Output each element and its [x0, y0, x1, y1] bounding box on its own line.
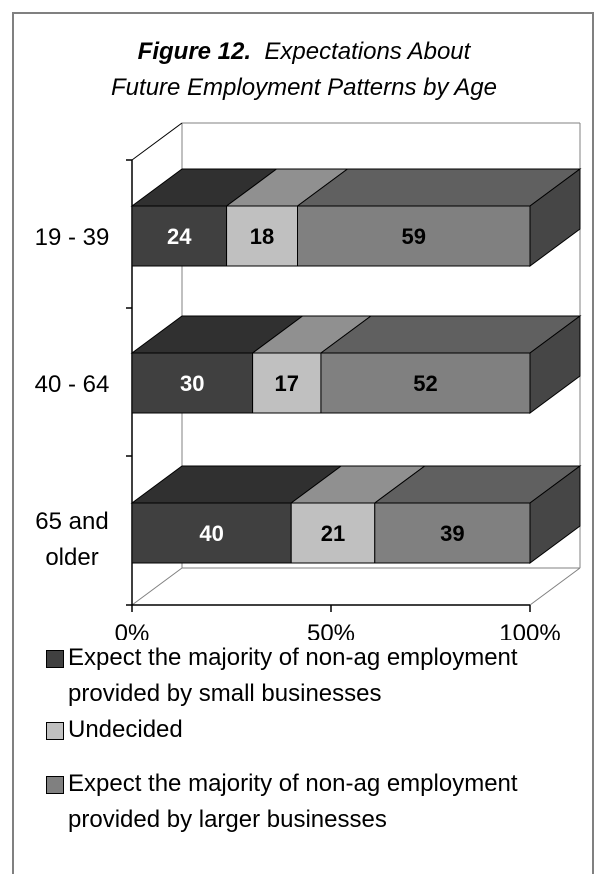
bar-segment — [374, 502, 531, 564]
category-label: older — [45, 544, 98, 571]
bar-segment — [290, 502, 376, 564]
bar-value-label: 39 — [440, 521, 464, 546]
floor-left-edge — [131, 567, 183, 606]
x-tick-label: 50% — [307, 620, 355, 640]
bar-side-face — [529, 168, 581, 267]
bar-value-label: 52 — [413, 371, 437, 396]
bar-segment — [131, 205, 228, 267]
legend-label: Expect the majority of non-ag employment… — [68, 644, 518, 707]
bar-value-label: 24 — [167, 224, 192, 249]
bar-value-label: 59 — [402, 224, 426, 249]
legend-swatch — [46, 722, 64, 740]
legend-item: Undecided — [46, 712, 586, 748]
bar-value-label: 30 — [180, 371, 204, 396]
bar-value-label: 40 — [199, 521, 223, 546]
chart-title-text: Expectations About — [264, 38, 471, 65]
category-label: 65 and — [35, 508, 108, 535]
figure-label: Figure 12. — [137, 38, 252, 65]
figure-frame — [12, 12, 594, 874]
category-label: 40 - 64 — [35, 371, 110, 398]
x-tick-label: 100% — [499, 620, 560, 640]
bar-segment — [297, 205, 531, 267]
bar-segment — [131, 352, 254, 414]
bar-side-face — [529, 465, 581, 564]
chart-title-line1: Figure 12. Expectations About — [0, 34, 608, 70]
legend-item: Expect the majority of non-ag employment… — [46, 640, 586, 712]
bar-segment — [131, 502, 292, 564]
chart-title-line2: Future Employment Patterns by Age — [111, 74, 497, 101]
left-wall-top-edge — [131, 122, 183, 161]
bar-value-label: 18 — [250, 224, 274, 249]
bar-value-label: 21 — [321, 521, 345, 546]
chart-legend: Expect the majority of non-ag employment… — [46, 640, 586, 838]
bar-value-label: 17 — [275, 371, 299, 396]
stacked-bar-chart: 0% 50% 100% 24 18 59 19 - 39 30 17 52 40 - 64 40 21 3… — [35, 122, 582, 640]
floor-right-edge — [529, 567, 581, 606]
legend-swatch — [46, 776, 64, 794]
bar-side-face — [529, 315, 581, 414]
legend-label: Undecided — [68, 716, 183, 743]
bar-segment — [320, 352, 531, 414]
legend-item: Expect the majority of non-ag employment… — [46, 766, 586, 838]
category-label: 19 - 39 — [35, 224, 110, 251]
legend-label: Expect the majority of non-ag employment… — [68, 770, 518, 833]
legend-swatch — [46, 650, 64, 668]
x-tick-label: 0% — [115, 620, 150, 640]
bar-segment — [252, 352, 322, 414]
